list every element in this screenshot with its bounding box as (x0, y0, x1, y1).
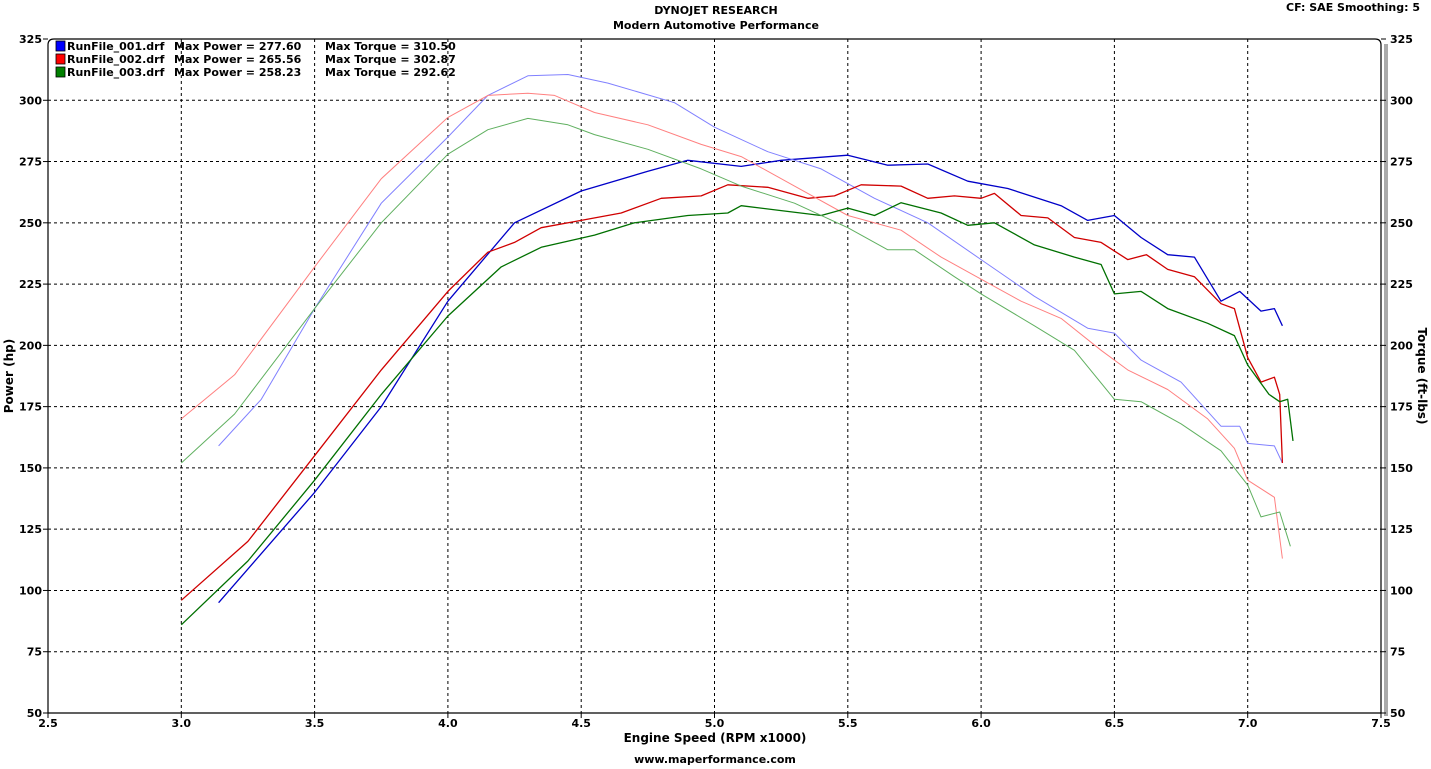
legend-max-torque: Max Torque = 310.50 (325, 40, 456, 53)
x-tick-label: 4.5 (571, 717, 591, 730)
y-tick-label: 250 (19, 217, 42, 230)
legend-max-power: Max Power = 258.23 (174, 66, 301, 79)
legend-max-torque: Max Torque = 302.87 (325, 53, 456, 66)
y2-tick-label: 75 (1390, 646, 1405, 659)
y2-tick-label: 275 (1390, 156, 1413, 169)
chart-title: DYNOJET RESEARCH (654, 4, 777, 17)
x-tick-label: 3.0 (172, 717, 192, 730)
y-tick-label: 225 (19, 278, 42, 291)
y-tick-label: 100 (19, 584, 42, 597)
legend-swatch (55, 66, 66, 78)
y2-tick-label: 200 (1390, 339, 1413, 352)
y2-tick-label: 250 (1390, 217, 1413, 230)
x-tick-label: 6.0 (971, 717, 991, 730)
x-tick-label: 5.0 (705, 717, 725, 730)
x-tick-label: 7.0 (1238, 717, 1258, 730)
legend-max-power: Max Power = 265.56 (174, 53, 302, 66)
y-tick-label: 275 (19, 156, 42, 169)
x-tick-label: 3.5 (305, 717, 325, 730)
x-tick-label: 6.5 (1105, 717, 1125, 730)
x-tick-label: 4.0 (438, 717, 458, 730)
y-tick-label: 75 (27, 646, 42, 659)
x-tick-label: 5.5 (838, 717, 858, 730)
x-tick-label: 2.5 (38, 717, 58, 730)
y-tick-label: 325 (19, 33, 42, 46)
y2-tick-label: 175 (1390, 401, 1413, 414)
legend-max-power: Max Power = 277.60 (174, 40, 302, 53)
plot-shadow (1384, 44, 1388, 716)
x-axis-label: Engine Speed (RPM x1000) (624, 731, 807, 745)
y-tick-label: 175 (19, 401, 42, 414)
series-line-4 (180, 92, 1283, 559)
footer-url: www.maperformance.com (634, 753, 796, 765)
y-tick-label: 125 (19, 523, 42, 536)
chart-subtitle: Modern Automotive Performance (613, 19, 819, 32)
y-axis-label: Power (hp) (2, 339, 16, 413)
y-tick-label: 200 (19, 339, 42, 352)
y-tick-label: 300 (19, 94, 42, 107)
legend-file: RunFile_002.drf (67, 53, 165, 66)
series-line-6 (180, 117, 1291, 547)
x-tick-label: 7.5 (1371, 717, 1391, 730)
series-line-1 (218, 154, 1283, 604)
y-tick-label: 50 (27, 707, 43, 720)
settings-label: CF: SAE Smoothing: 5 (1286, 1, 1420, 14)
y2-tick-label: 225 (1390, 278, 1413, 291)
series-line-5 (180, 202, 1294, 626)
legend-swatch (55, 53, 66, 65)
y2-tick-label: 125 (1390, 523, 1413, 536)
y-tick-label: 150 (19, 462, 42, 475)
series-line-3 (180, 184, 1284, 601)
legend-max-torque: Max Torque = 292.62 (325, 66, 456, 79)
y2-tick-label: 325 (1390, 33, 1413, 46)
legend-swatch (55, 40, 66, 52)
y2-axis-label: Torque (ft-lbs) (1415, 328, 1429, 425)
legend-file: RunFile_003.drf (67, 66, 165, 79)
series-line-2 (218, 74, 1283, 464)
legend: RunFile_001.drf Max Power = 277.60 Max Tor… (55, 40, 456, 79)
y2-tick-label: 100 (1390, 584, 1413, 597)
y2-tick-label: 150 (1390, 462, 1413, 475)
legend-file: RunFile_001.drf (67, 40, 165, 53)
y2-tick-label: 50 (1390, 707, 1406, 720)
y2-tick-label: 300 (1390, 94, 1413, 107)
